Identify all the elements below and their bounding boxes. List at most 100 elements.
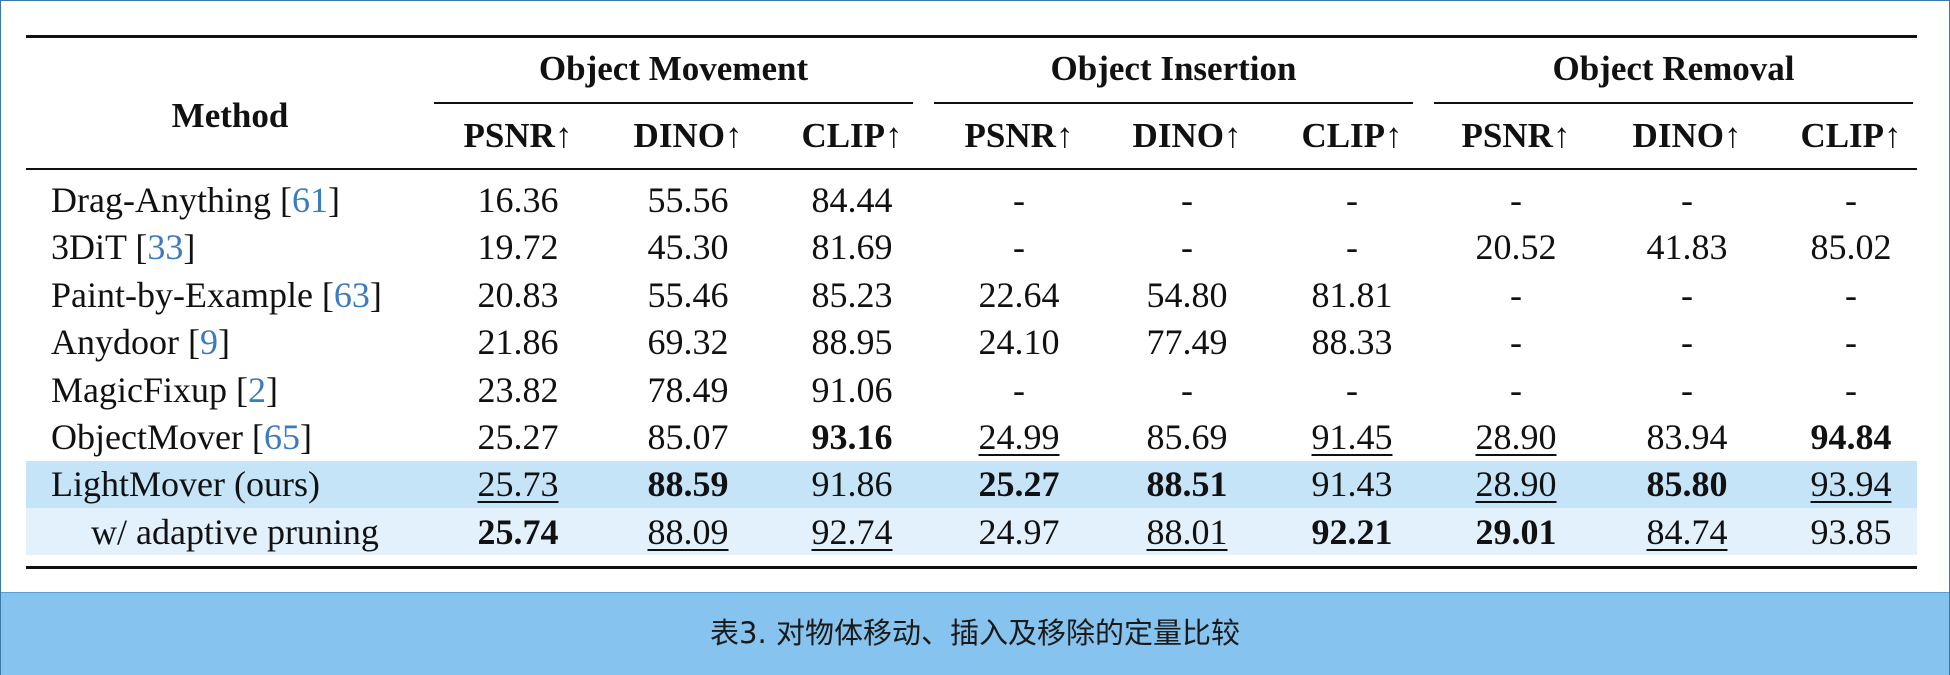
- value-cell: -: [1346, 369, 1358, 410]
- value-cell: 93.94: [1810, 464, 1892, 505]
- value-cell: -: [1510, 180, 1522, 220]
- value-cell: -: [1181, 227, 1193, 268]
- value-cell: 81.81: [1311, 274, 1393, 315]
- method-cell: MagicFixup [2]: [51, 369, 278, 410]
- column-header: CLIP↑: [1800, 116, 1902, 155]
- value-cell: 94.84: [1810, 417, 1892, 457]
- value-cell: 29.01: [1475, 511, 1557, 552]
- citation: 9: [199, 322, 218, 363]
- value-cell: -: [1510, 274, 1522, 315]
- value-cell: 20.83: [477, 274, 559, 315]
- method-cell: ObjectMover [65]: [51, 417, 312, 457]
- value-cell: 25.74: [477, 511, 559, 552]
- value-cell: -: [1013, 369, 1025, 410]
- method-cell: Anydoor [9]: [51, 322, 230, 363]
- value-cell: 92.74: [811, 511, 893, 552]
- value-cell: 85.07: [647, 417, 729, 457]
- value-cell: 88.59: [647, 464, 729, 505]
- method-cell: Drag-Anything [61]: [51, 180, 340, 220]
- value-cell: 54.80: [1146, 274, 1228, 315]
- value-cell: -: [1681, 322, 1693, 363]
- value-cell: 20.52: [1475, 227, 1557, 268]
- value-cell: 69.32: [647, 322, 729, 363]
- value-cell: 85.80: [1646, 464, 1728, 505]
- value-cell: 24.10: [978, 322, 1060, 363]
- value-cell: -: [1346, 227, 1358, 268]
- citation: 2: [247, 369, 266, 410]
- caption-bar: 表3. 对物体移动、插入及移除的定量比较: [1, 592, 1949, 675]
- value-cell: -: [1681, 180, 1693, 220]
- value-cell: 22.64: [978, 274, 1060, 315]
- citation: 33: [147, 227, 184, 268]
- value-cell: 93.16: [811, 417, 893, 457]
- column-header: DINO↑: [1632, 116, 1742, 155]
- value-cell: -: [1681, 274, 1693, 315]
- value-cell: -: [1510, 369, 1522, 410]
- value-cell: 83.94: [1646, 417, 1728, 457]
- value-cell: 81.69: [811, 227, 893, 268]
- caption: 表3. 对物体移动、插入及移除的定量比较: [710, 616, 1240, 650]
- group-header: Object Insertion: [1050, 49, 1297, 88]
- value-cell: -: [1510, 322, 1522, 363]
- column-header: PSNR↑: [463, 116, 573, 155]
- value-cell: 88.01: [1146, 511, 1228, 552]
- value-cell: 84.74: [1646, 511, 1728, 552]
- value-cell: 25.27: [978, 464, 1060, 505]
- method-cell: 3DiT [33]: [51, 227, 196, 268]
- value-cell: 28.90: [1475, 464, 1557, 505]
- value-cell: 92.21: [1311, 511, 1393, 552]
- value-cell: 88.95: [811, 322, 893, 363]
- value-cell: 23.82: [477, 369, 559, 410]
- value-cell: -: [1013, 180, 1025, 220]
- value-cell: 21.86: [477, 322, 559, 363]
- column-header: CLIP↑: [1301, 116, 1403, 155]
- value-cell: 85.23: [811, 274, 893, 315]
- value-cell: 84.44: [811, 180, 893, 220]
- method-header: Method: [171, 96, 289, 135]
- top-rule: [26, 35, 1917, 38]
- value-cell: -: [1845, 180, 1857, 220]
- value-cell: -: [1681, 369, 1693, 410]
- value-cell: -: [1845, 322, 1857, 363]
- method-cell: LightMover (ours): [51, 464, 320, 505]
- value-cell: 28.90: [1475, 417, 1557, 457]
- group-header: Object Removal: [1552, 49, 1795, 88]
- group-header: Object Movement: [538, 49, 809, 88]
- value-cell: -: [1181, 180, 1193, 220]
- value-cell: 55.56: [647, 180, 729, 220]
- value-cell: 55.46: [647, 274, 729, 315]
- value-cell: 91.86: [811, 464, 893, 505]
- column-header: PSNR↑: [964, 116, 1074, 155]
- value-cell: 25.27: [477, 417, 559, 457]
- column-header: DINO↑: [633, 116, 743, 155]
- value-cell: -: [1845, 274, 1857, 315]
- column-header: PSNR↑: [1461, 116, 1571, 155]
- value-cell: 24.97: [978, 511, 1060, 552]
- value-cell: 85.02: [1810, 227, 1892, 268]
- row-highlight: [26, 508, 1917, 556]
- value-cell: 91.43: [1311, 464, 1393, 505]
- value-cell: -: [1013, 227, 1025, 268]
- column-header: CLIP↑: [801, 116, 903, 155]
- value-cell: 91.45: [1311, 417, 1393, 457]
- value-cell: 78.49: [647, 369, 729, 410]
- group-rule: [934, 102, 1413, 104]
- group-rule: [1434, 102, 1913, 104]
- bottom-rule: [26, 566, 1917, 569]
- value-cell: -: [1181, 369, 1193, 410]
- value-cell: -: [1346, 180, 1358, 220]
- header-rule: [26, 168, 1917, 170]
- value-cell: 91.06: [811, 369, 893, 410]
- value-cell: 88.09: [647, 511, 729, 552]
- method-cell: w/ adaptive pruning: [91, 511, 379, 552]
- value-cell: -: [1845, 369, 1857, 410]
- value-cell: 77.49: [1146, 322, 1228, 363]
- row-highlight: [26, 460, 1917, 509]
- value-cell: 25.73: [477, 464, 559, 505]
- value-cell: 45.30: [647, 227, 729, 268]
- citation: 63: [333, 274, 370, 315]
- value-cell: 16.36: [477, 180, 559, 220]
- value-cell: 88.33: [1311, 322, 1393, 363]
- value-cell: 85.69: [1146, 417, 1228, 457]
